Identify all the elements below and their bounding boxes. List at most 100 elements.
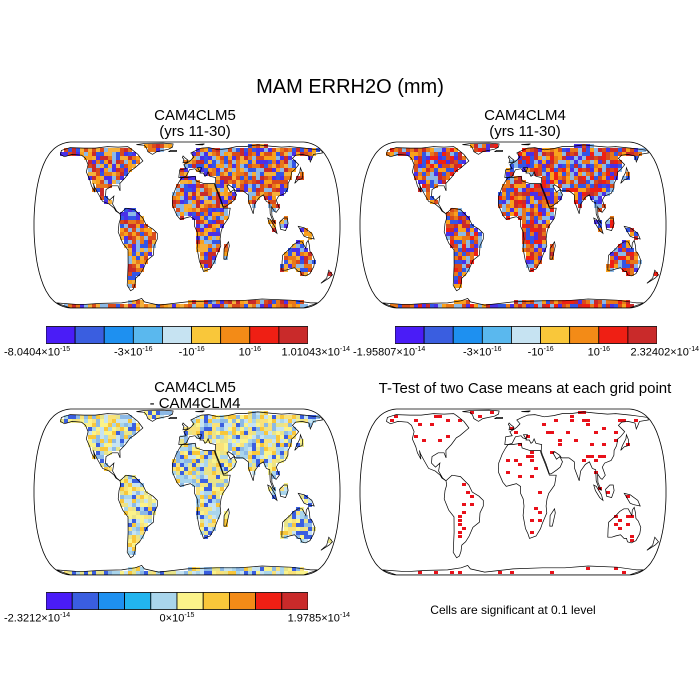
grid-cell (614, 168, 618, 172)
grid-cell (124, 415, 128, 419)
grid-cell (256, 192, 260, 196)
grid-cell (132, 160, 136, 164)
grid-cell (128, 523, 132, 527)
coastline-antarctica (56, 297, 318, 308)
grid-cell (442, 304, 446, 308)
grid-cell (132, 220, 136, 224)
grid-cell (606, 152, 610, 156)
grid-cell (264, 188, 268, 192)
grid-cell (248, 571, 252, 575)
grid-cell (200, 152, 204, 156)
grid-cell (224, 176, 228, 180)
grid-cell (284, 184, 288, 188)
grid-cell (558, 148, 562, 152)
grid-cell (216, 244, 220, 248)
grid-cell (184, 208, 188, 212)
grid-cell (454, 168, 458, 172)
grid-cell (284, 443, 288, 447)
colorbar-swatch (124, 592, 152, 610)
grid-cell (586, 176, 590, 180)
grid-cell (204, 252, 208, 256)
grid-cell (200, 192, 204, 196)
grid-cell (140, 220, 144, 224)
grid-cell (92, 156, 96, 160)
grid-cell (180, 184, 184, 188)
grid-cell (260, 459, 264, 463)
grid-cell (546, 188, 550, 192)
grid-cell (148, 415, 152, 419)
grid-cell (132, 216, 136, 220)
grid-cell (204, 479, 208, 483)
grid-cell (434, 148, 438, 152)
grid-cell (594, 156, 598, 160)
grid-cell (204, 184, 208, 188)
grid-cell (200, 511, 204, 515)
grid-cell (618, 260, 622, 264)
grid-cell (570, 168, 574, 172)
grid-cell (562, 300, 566, 304)
grid-cell (132, 511, 136, 515)
grid-cell (128, 220, 132, 224)
grid-cell (598, 160, 602, 164)
grid-cell (176, 471, 180, 475)
grid-cell (458, 300, 462, 304)
grid-cell (200, 503, 204, 507)
grid-cell (232, 184, 236, 188)
grid-cell (272, 188, 276, 192)
grid-cell (244, 415, 248, 419)
grid-cell (212, 459, 216, 463)
grid-cell (426, 156, 430, 160)
grid-cell (522, 248, 526, 252)
grid-cell (526, 160, 530, 164)
grid-cell (470, 256, 474, 260)
grid-cell (184, 184, 188, 188)
grid-cell (208, 451, 212, 455)
grid-cell (216, 571, 220, 575)
grid-cell (466, 268, 470, 272)
grid-cell (446, 148, 450, 152)
grid-cell (264, 148, 268, 152)
grid-cell (558, 184, 562, 188)
grid-cell (610, 164, 614, 168)
grid-cell (566, 160, 570, 164)
grid-cell (510, 200, 514, 204)
grid-cell (136, 252, 140, 256)
grid-cell (618, 264, 622, 268)
grid-cell (300, 415, 304, 419)
grid-cell (124, 224, 128, 228)
grid-cell (462, 256, 466, 260)
grid-cell (232, 304, 236, 308)
grid-cell (148, 148, 152, 152)
grid-cell (466, 300, 470, 304)
grid-cell (478, 232, 482, 236)
grid-cell (458, 515, 462, 518)
colorbar-cam4clm5 (46, 326, 308, 344)
grid-cell (220, 471, 224, 475)
grid-cell (474, 148, 478, 152)
grid-cell (606, 168, 610, 172)
grid-cell (288, 172, 292, 176)
colorbar-swatch (278, 326, 308, 344)
grid-cell (610, 252, 614, 256)
grid-cell (450, 224, 454, 228)
grid-cell (104, 443, 108, 447)
grid-cell (208, 427, 212, 431)
grid-cell (208, 152, 212, 156)
grid-cell (188, 200, 192, 204)
grid-cell (140, 216, 144, 220)
grid-cell (256, 184, 260, 188)
grid-cell (308, 232, 312, 236)
grid-cell (426, 192, 430, 196)
grid-cell (204, 571, 208, 575)
grid-cell (288, 415, 292, 419)
grid-cell (390, 304, 394, 308)
grid-cell (232, 172, 236, 176)
grid-cell (196, 419, 200, 423)
grid-cell (550, 160, 554, 164)
grid-cell (228, 168, 232, 172)
grid-cell (80, 148, 84, 152)
grid-cell (104, 156, 108, 160)
grid-cell (602, 152, 606, 156)
grid-cell (470, 495, 474, 498)
grid-cell (610, 224, 614, 228)
